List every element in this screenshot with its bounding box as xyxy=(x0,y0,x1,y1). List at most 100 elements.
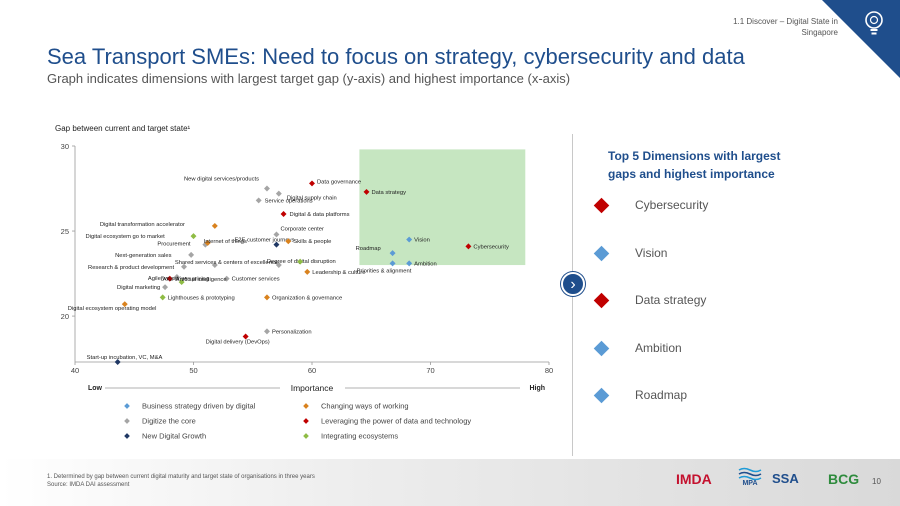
point-label: Procurement xyxy=(157,242,191,248)
source-text: Source: IMDA DAI assessment xyxy=(47,482,130,488)
point-label: Leadership & culture xyxy=(312,270,365,276)
scatter-chart: 40 50 60 70 80 20 25 30 Low High Importance Vision A… xyxy=(61,142,554,441)
top5-diamond-icon xyxy=(593,292,610,309)
data-point xyxy=(264,185,270,192)
ssa-logo: SSA xyxy=(772,471,799,486)
data-point xyxy=(406,260,413,267)
data-point xyxy=(309,180,315,187)
x-tick-label: 50 xyxy=(189,366,197,375)
top5-label: Cybersecurity xyxy=(635,198,709,212)
point-label: Personalization xyxy=(272,329,312,335)
legend-marker xyxy=(303,418,309,424)
point-label: Digital supply chain xyxy=(287,196,337,202)
top5-diamond-icon xyxy=(593,245,610,262)
top5-label: Roadmap xyxy=(635,388,688,402)
y-tick-label: 30 xyxy=(61,142,69,151)
point-label: Organization & governance xyxy=(272,295,342,301)
point-label: Start-up incubation, VC, M&A xyxy=(87,355,163,361)
legend-marker xyxy=(124,418,130,424)
legend-marker xyxy=(303,403,309,409)
point-label: Data driven pricing xyxy=(161,277,209,283)
page-number: 10 xyxy=(872,477,881,486)
footnote-text: 1. Determined by gap between current dig… xyxy=(47,474,315,480)
data-point xyxy=(166,275,173,282)
legend-marker xyxy=(124,433,130,439)
data-point xyxy=(204,239,211,246)
top5-diamond-icon xyxy=(593,197,610,214)
data-point xyxy=(178,279,185,286)
legend-label: Integrating ecosystems xyxy=(321,432,398,441)
x-low-label: Low xyxy=(88,385,103,392)
data-point xyxy=(188,251,195,258)
data-point xyxy=(264,294,270,301)
footnote: 1. Determined by gap between current dig… xyxy=(47,473,315,489)
bcg-logo: BCG xyxy=(828,471,860,487)
data-point xyxy=(190,233,197,240)
point-label: Priorities & alignment xyxy=(357,268,412,274)
top5-heading: Top 5 Dimensions with largest gaps and h… xyxy=(608,149,781,181)
data-point xyxy=(275,262,282,269)
footer-band xyxy=(0,459,900,506)
point-label: Agile ways xyxy=(148,276,176,282)
mpa-logo-text: MPA xyxy=(742,480,758,487)
data-point xyxy=(159,294,166,301)
point-label: Corporate center xyxy=(280,226,324,232)
point-label: Roadmap xyxy=(356,246,381,252)
point-label: Lighthouses & prototyping xyxy=(168,295,235,301)
y-tick-label: 20 xyxy=(61,312,69,321)
point-label: Digital transformation accelerator xyxy=(100,222,185,228)
data-point xyxy=(273,231,280,238)
highlight-region xyxy=(359,149,526,266)
data-point xyxy=(223,275,230,282)
mpa-logo: MPA xyxy=(738,467,762,491)
legend-marker xyxy=(303,433,309,439)
legend-label: Business strategy driven by digital xyxy=(142,402,256,411)
mpa-waves-icon xyxy=(738,467,762,481)
data-point xyxy=(273,241,280,248)
y-tick-label: 25 xyxy=(61,227,69,236)
data-point xyxy=(389,250,396,257)
x-axis-label: Importance xyxy=(291,383,334,393)
top5-label: Vision xyxy=(635,246,668,260)
data-point xyxy=(162,284,169,291)
top5-diamond-icon xyxy=(593,387,610,404)
point-label: Internet of things xyxy=(204,239,247,245)
point-label: Data strategy xyxy=(372,190,407,196)
data-point xyxy=(285,238,292,245)
legend-label: New Digital Growth xyxy=(142,432,206,441)
point-label: Digital & data platforms xyxy=(290,212,350,218)
imda-logo: IMDA xyxy=(676,471,712,487)
data-point xyxy=(211,222,218,229)
breadcrumb: 1.1 Discover – Digital State in Singapor… xyxy=(733,17,838,37)
point-label: Digital delivery (DevOps) xyxy=(206,339,270,345)
x-tick-label: 80 xyxy=(545,366,553,375)
legend-label: Digitize the core xyxy=(142,417,196,426)
data-point xyxy=(275,190,282,197)
point-label: Digital marketing xyxy=(117,285,160,291)
legend-label: Leveraging the power of data and technol… xyxy=(321,417,471,426)
lightbulb-icon xyxy=(865,11,883,35)
point-label: Next-generation sales xyxy=(115,253,171,259)
point-label: Digital ecosystem go to market xyxy=(86,234,166,240)
legend-label: Changing ways of working xyxy=(321,402,409,411)
data-point xyxy=(280,211,287,218)
top5-diamond-icon xyxy=(593,340,610,357)
point-label: Cybersecurity xyxy=(473,244,509,250)
point-label: Shared services & centers of excellence xyxy=(175,260,278,266)
point-label: Digital ecosystem operating model xyxy=(68,306,157,312)
x-tick-label: 70 xyxy=(426,366,434,375)
top5-label: Data strategy xyxy=(635,293,707,307)
page-subtitle: Graph indicates dimensions with largest … xyxy=(47,71,571,86)
top5-label: Ambition xyxy=(635,341,682,355)
data-point xyxy=(255,197,262,204)
data-point xyxy=(304,268,311,275)
point-label: Service operations xyxy=(265,198,313,204)
point-label: New digital services/products xyxy=(184,177,259,183)
point-label: Research & product development xyxy=(88,265,174,271)
chart-title: Gap between current and target state¹ xyxy=(55,124,191,133)
point-label: Artificial intelligence xyxy=(176,277,227,283)
next-slide-button[interactable]: › xyxy=(561,272,585,296)
point-label: Vision xyxy=(414,238,430,244)
point-label: E2E customer journeys xyxy=(234,238,294,244)
corner-ribbon xyxy=(822,0,900,78)
